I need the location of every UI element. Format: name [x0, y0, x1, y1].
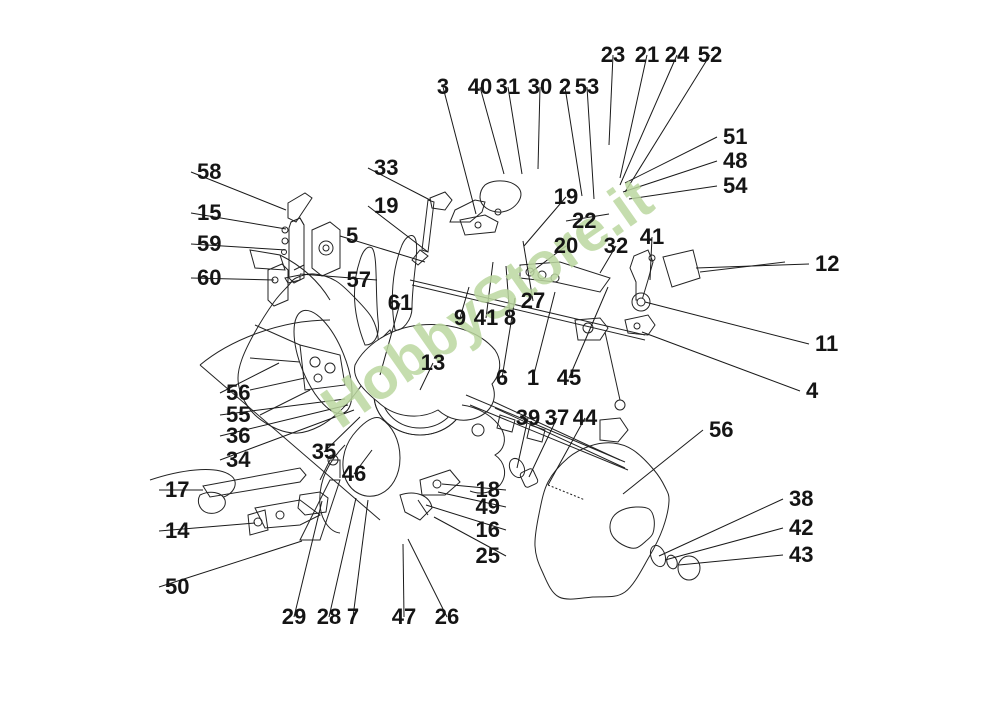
- svg-text:42: 42: [789, 515, 813, 540]
- svg-text:19: 19: [554, 184, 578, 209]
- svg-text:22: 22: [572, 208, 596, 233]
- svg-text:50: 50: [165, 574, 189, 599]
- svg-text:11: 11: [815, 331, 838, 356]
- svg-text:36: 36: [226, 423, 250, 448]
- svg-text:30: 30: [528, 74, 552, 99]
- svg-text:41: 41: [474, 305, 498, 330]
- svg-text:51: 51: [723, 124, 747, 149]
- svg-text:8: 8: [504, 305, 516, 330]
- svg-text:38: 38: [789, 486, 813, 511]
- svg-text:52: 52: [698, 42, 722, 67]
- svg-text:5: 5: [346, 223, 358, 248]
- svg-text:26: 26: [435, 604, 459, 629]
- svg-text:48: 48: [723, 148, 747, 173]
- svg-text:14: 14: [165, 518, 190, 543]
- svg-text:13: 13: [421, 350, 445, 375]
- svg-text:20: 20: [554, 233, 578, 258]
- svg-text:59: 59: [197, 231, 221, 256]
- svg-text:29: 29: [282, 604, 306, 629]
- svg-text:3: 3: [437, 74, 449, 99]
- svg-text:32: 32: [604, 233, 628, 258]
- svg-text:56: 56: [709, 417, 733, 442]
- svg-text:43: 43: [789, 542, 813, 567]
- svg-text:34: 34: [226, 447, 251, 472]
- svg-text:6: 6: [496, 365, 508, 390]
- svg-text:61: 61: [388, 290, 412, 315]
- svg-text:25: 25: [476, 543, 500, 568]
- svg-text:58: 58: [197, 159, 221, 184]
- svg-text:24: 24: [665, 42, 690, 67]
- svg-text:23: 23: [601, 42, 625, 67]
- svg-text:7: 7: [347, 604, 359, 629]
- svg-text:41: 41: [640, 224, 664, 249]
- svg-text:16: 16: [476, 517, 500, 542]
- svg-text:9: 9: [454, 305, 466, 330]
- svg-text:15: 15: [197, 200, 221, 225]
- svg-text:12: 12: [815, 251, 839, 276]
- svg-text:1: 1: [527, 365, 539, 390]
- svg-text:53: 53: [575, 74, 599, 99]
- svg-text:60: 60: [197, 265, 221, 290]
- svg-text:17: 17: [165, 477, 189, 502]
- svg-text:46: 46: [342, 461, 366, 486]
- svg-text:47: 47: [392, 604, 416, 629]
- svg-text:57: 57: [347, 267, 371, 292]
- svg-text:54: 54: [723, 173, 748, 198]
- svg-text:21: 21: [635, 42, 659, 67]
- svg-text:28: 28: [317, 604, 341, 629]
- svg-text:44: 44: [573, 405, 598, 430]
- svg-text:19: 19: [374, 193, 398, 218]
- svg-text:37: 37: [545, 405, 569, 430]
- svg-text:31: 31: [496, 74, 520, 99]
- svg-text:35: 35: [312, 439, 336, 464]
- svg-text:27: 27: [521, 288, 545, 313]
- svg-text:2: 2: [559, 74, 571, 99]
- svg-text:45: 45: [557, 365, 581, 390]
- svg-text:33: 33: [374, 155, 398, 180]
- svg-text:4: 4: [806, 378, 819, 403]
- svg-text:40: 40: [468, 74, 492, 99]
- svg-text:39: 39: [516, 405, 540, 430]
- svg-text:49: 49: [476, 494, 500, 519]
